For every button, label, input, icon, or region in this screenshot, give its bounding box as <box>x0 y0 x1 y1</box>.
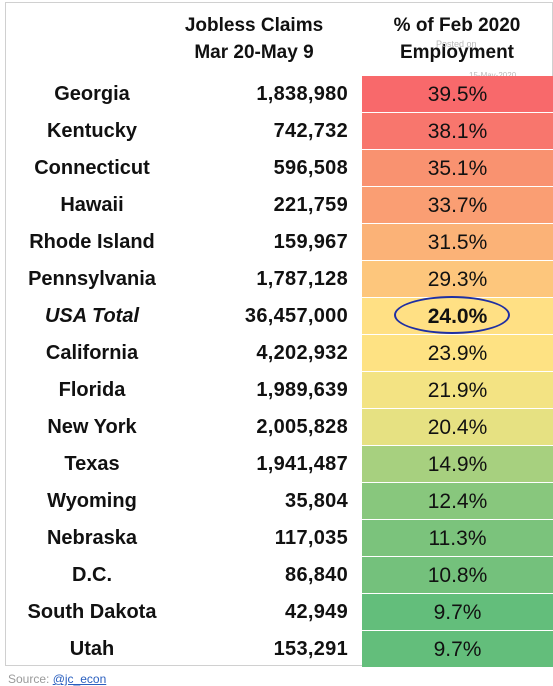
pct-employment-cell: 10.8% <box>362 557 553 594</box>
state-name: D.C. <box>72 564 112 586</box>
jobless-claims-value: 4,202,932 <box>256 342 348 364</box>
state-name: Nebraska <box>46 527 138 549</box>
watermark-date: 15-May-2020 <box>469 70 516 81</box>
state-name: Rhode Island <box>29 231 155 253</box>
table-frame: Jobless Claims Mar 20-May 9 % of Feb 202… <box>5 2 553 668</box>
state-name: New York <box>47 416 137 438</box>
jobless-claims-value: 36,457,000 <box>244 305 348 327</box>
state-name: South Dakota <box>27 601 157 623</box>
pct-employment-cell: 9.7% <box>362 631 553 668</box>
pct-employment-cell: 38.1% <box>362 113 553 150</box>
pct-employment-cell: 11.3% <box>362 520 553 557</box>
jobless-claims-value: 2,005,828 <box>256 416 348 438</box>
pct-employment-cell: 14.9% <box>362 446 553 483</box>
pct-employment-cell: 20.4% <box>362 409 553 446</box>
table-row: Pennsylvania 1,787,128 29.3% <box>6 261 553 298</box>
jobless-claims-value: 153,291 <box>273 638 348 660</box>
pct-employment-cell: 9.7% <box>362 594 553 631</box>
jobless-claims-value: 159,967 <box>273 231 348 253</box>
table-row: Georgia 1,838,980 39.5% <box>6 76 553 113</box>
state-name: Utah <box>69 638 115 660</box>
table-header: Jobless Claims Mar 20-May 9 % of Feb 202… <box>6 3 553 80</box>
jobless-claims-value: 1,838,980 <box>256 83 348 105</box>
pct-employment-cell: 35.1% <box>362 150 553 187</box>
pct-employment-cell: 23.9% <box>362 335 553 372</box>
state-name: Florida <box>58 379 126 401</box>
table-row: Texas 1,941,487 14.9% <box>6 446 553 483</box>
table-row: South Dakota 42,949 9.7% <box>6 594 553 631</box>
column-header-claims: Jobless Claims Mar 20-May 9 <box>169 12 339 66</box>
jobless-claims-value: 42,949 <box>285 601 348 623</box>
state-name: USA Total <box>44 305 140 327</box>
watermark-posted: Posted on <box>436 39 477 49</box>
source-note: Source: @jc_econ <box>8 672 106 686</box>
pct-header-line1: % of Feb 2020 <box>393 15 521 36</box>
table-row: Wyoming 35,804 12.4% <box>6 483 553 520</box>
jobless-claims-value: 86,840 <box>285 564 348 586</box>
state-name: Kentucky <box>46 120 138 142</box>
pct-header-line2: Employment <box>399 42 515 63</box>
table-row: Connecticut 596,508 35.1% <box>6 150 553 187</box>
state-name: Connecticut <box>34 157 150 179</box>
pct-employment-cell: 21.9% <box>362 372 553 409</box>
jobless-claims-value: 221,759 <box>273 194 348 216</box>
claims-header-line1: Jobless Claims <box>184 15 324 36</box>
table-row: New York 2,005,828 20.4% <box>6 409 553 446</box>
state-name: Texas <box>64 453 120 475</box>
highlight-ellipse <box>394 296 510 334</box>
state-name: Wyoming <box>47 490 137 512</box>
state-name: Hawaii <box>60 194 124 216</box>
pct-employment-cell: 12.4% <box>362 483 553 520</box>
jobless-claims-value: 117,035 <box>274 527 348 549</box>
table-body: Georgia 1,838,980 39.5% Kentucky 742,732 38.1… <box>6 76 553 668</box>
source-link[interactable]: @jc_econ <box>52 672 107 686</box>
table-row: Rhode Island 159,967 31.5% <box>6 224 553 261</box>
state-name: California <box>45 342 139 364</box>
state-name: Georgia <box>54 83 130 105</box>
state-name: Pennsylvania <box>28 268 156 290</box>
table-row: D.C. 86,840 10.8% <box>6 557 553 594</box>
column-header-pct: % of Feb 2020 Employment <box>382 12 532 66</box>
jobless-claims-value: 35,804 <box>285 490 348 512</box>
table-row: Kentucky 742,732 38.1% <box>6 113 553 150</box>
table-row: Utah 153,291 9.7% <box>6 631 553 668</box>
jobless-claims-value: 1,941,487 <box>256 453 348 475</box>
pct-employment-cell: 39.5% <box>362 76 553 113</box>
claims-header-line2: Mar 20-May 9 <box>194 42 314 63</box>
pct-employment-cell: 29.3% <box>362 261 553 298</box>
pct-employment-cell: 31.5% <box>362 224 553 261</box>
jobless-claims-value: 1,989,639 <box>256 379 348 401</box>
jobless-claims-value: 1,787,128 <box>256 268 348 290</box>
source-label: Source: <box>8 672 50 686</box>
jobless-claims-value: 596,508 <box>273 157 348 179</box>
jobless-claims-value: 742,732 <box>273 120 348 142</box>
table-row: Florida 1,989,639 21.9% <box>6 372 553 409</box>
pct-employment-cell: 33.7% <box>362 187 553 224</box>
table-row: Nebraska 117,035 11.3% <box>6 520 553 557</box>
table-row: Hawaii 221,759 33.7% <box>6 187 553 224</box>
table-row: California 4,202,932 23.9% <box>6 335 553 372</box>
